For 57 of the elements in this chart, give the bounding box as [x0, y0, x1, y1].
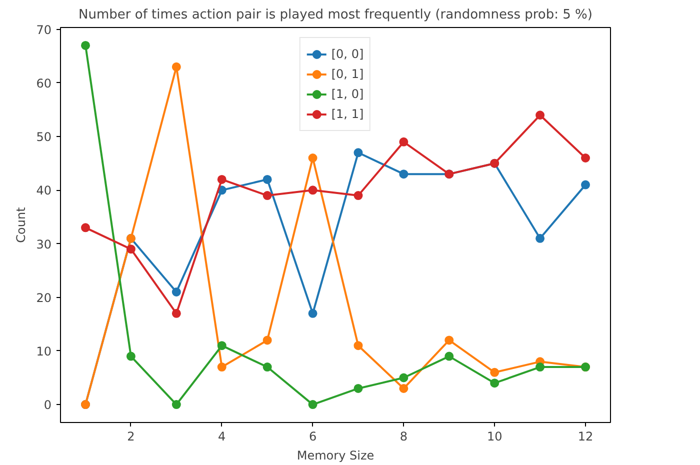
- y-axis-title: Count: [14, 206, 28, 243]
- point: [262, 362, 272, 372]
- point: [217, 174, 226, 184]
- point: [399, 170, 408, 179]
- point: [172, 308, 181, 318]
- point: [399, 373, 408, 382]
- point: [172, 288, 181, 296]
- point: [399, 384, 408, 393]
- point: [308, 154, 318, 162]
- legend-label: [1, 1]: [331, 107, 364, 121]
- point: [126, 352, 136, 361]
- x-axis-title: Memory Size: [296, 448, 374, 462]
- point: [81, 223, 90, 232]
- point: [354, 191, 363, 200]
- legend-label: [0, 0]: [331, 47, 364, 61]
- point: [581, 154, 590, 162]
- point: [581, 180, 590, 190]
- chart-title: Number of times action pair is played most frequently (randomness prob: 5 %): [78, 8, 592, 22]
- point: [308, 400, 318, 410]
- y-tick-label: 10: [36, 344, 52, 358]
- point: [217, 362, 226, 372]
- x-tick-label: 2: [127, 430, 135, 444]
- y-tick-label: 0: [44, 398, 52, 412]
- y-tick-label: 70: [36, 22, 52, 37]
- y-tick-label: 50: [36, 130, 52, 144]
- point: [172, 62, 181, 72]
- point: [262, 336, 272, 345]
- point: [444, 336, 454, 345]
- point: [536, 362, 545, 372]
- y-tick-label: 20: [36, 290, 52, 305]
- y-tick-label: 60: [36, 76, 52, 90]
- y-tick-label: 30: [36, 237, 52, 252]
- point: [444, 352, 454, 361]
- point: [354, 341, 363, 350]
- x-tick-label: 6: [308, 430, 317, 444]
- y-tick-label: 40: [36, 184, 52, 198]
- point: [399, 137, 408, 146]
- point: [490, 378, 500, 388]
- point: [354, 148, 363, 158]
- point: [536, 234, 545, 243]
- point: [354, 384, 363, 393]
- x-tick-label: 12: [578, 430, 594, 444]
- point: [172, 400, 181, 410]
- point: [308, 308, 318, 318]
- x-tick-label: 8: [400, 430, 408, 444]
- point: [81, 40, 90, 50]
- point: [126, 244, 136, 254]
- point: [536, 110, 545, 120]
- legend-label: [1, 0]: [331, 87, 364, 101]
- legend-label: [0, 1]: [331, 67, 364, 81]
- x-tick-label: 4: [218, 430, 226, 444]
- point: [490, 368, 500, 377]
- point: [308, 186, 318, 195]
- point: [262, 191, 272, 200]
- point: [262, 174, 272, 184]
- x-tick-label: 10: [486, 430, 502, 444]
- point: [217, 341, 226, 350]
